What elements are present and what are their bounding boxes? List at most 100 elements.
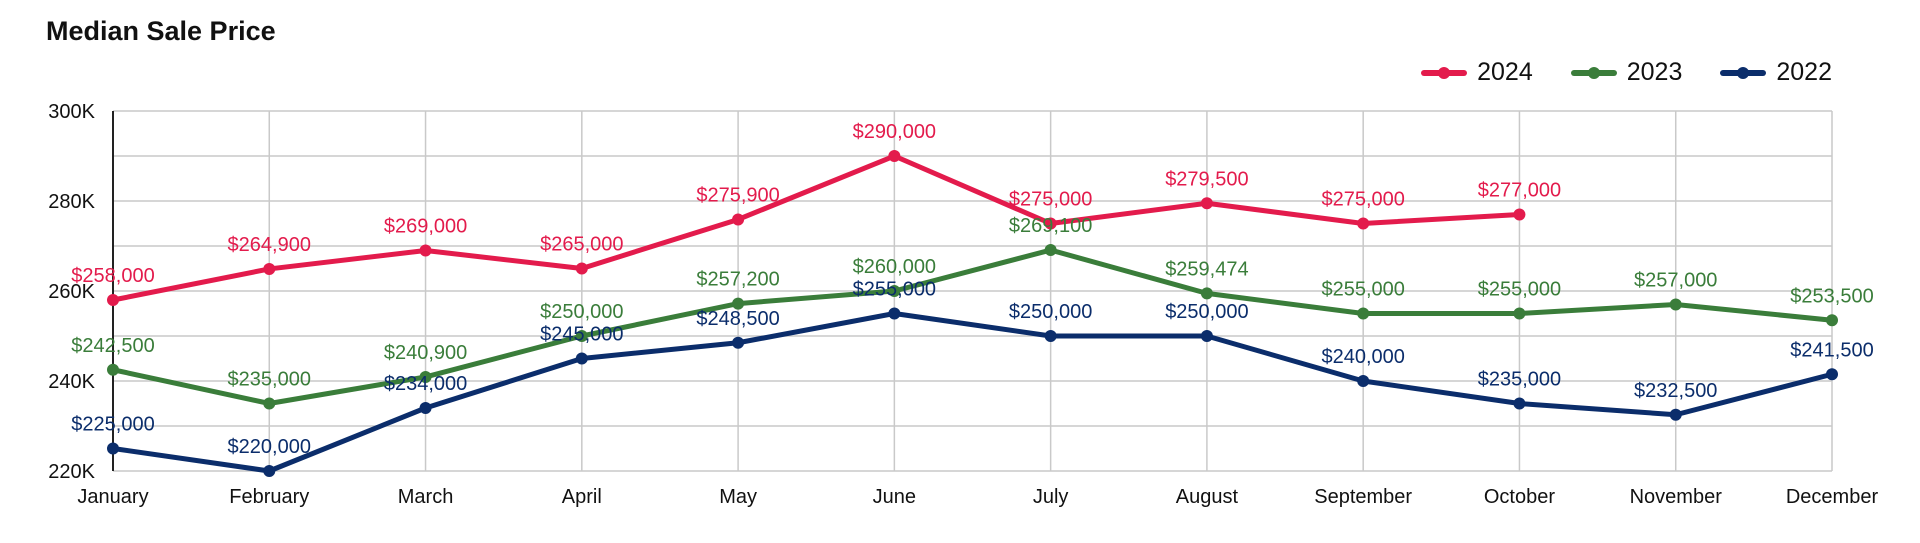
data-point-2023 [888, 285, 901, 297]
data-point-2023 [1357, 307, 1370, 320]
data-label-2023: $259,474 [1165, 258, 1248, 280]
x-tick-label: April [562, 486, 602, 508]
data-labels: $225,000 $220,000 $234,000 $245,000 $248,500… [71, 121, 1873, 458]
grid-lines [112, 110, 1833, 472]
data-label-2022: $232,500 [1634, 380, 1717, 402]
data-label-2024: $275,000 [1009, 189, 1092, 211]
data-point-2023 [1200, 287, 1213, 300]
data-label-2023: $240,900 [384, 342, 467, 364]
data-point-2024 [575, 262, 588, 275]
x-tick-label: July [1033, 486, 1069, 508]
data-label-2022: $248,500 [696, 308, 779, 330]
legend-item-2024: 2024 [1421, 58, 1533, 87]
series-line-2023 [110, 247, 1835, 406]
data-point-2022 [732, 336, 745, 349]
data-label-2024: $277,000 [1478, 180, 1561, 202]
data-label-2022: $235,000 [1478, 369, 1561, 391]
data-label-2023: $257,000 [1634, 270, 1717, 292]
legend-swatch-2024 [1421, 66, 1468, 79]
legend-swatch-2023 [1570, 66, 1617, 79]
data-point-2024 [888, 150, 901, 162]
axes: 300K 280K 260K 240K 220K January February March… [48, 101, 1878, 508]
data-label-2022: $245,000 [540, 324, 623, 346]
chart-title: Median Sale Price [46, 16, 276, 46]
data-point-2022 [1200, 330, 1213, 342]
x-tick-label: November [1630, 486, 1723, 508]
y-tick-label: 300K [48, 101, 95, 123]
data-point-2023 [1669, 298, 1682, 311]
data-label-2024: $265,000 [540, 234, 623, 256]
y-tick-label: 220K [48, 461, 95, 483]
data-point-2023 [419, 370, 432, 383]
x-tick-label: February [229, 486, 309, 508]
data-point-2024 [1044, 217, 1057, 230]
data-label-2023: $255,000 [1321, 279, 1404, 301]
x-tick-label: December [1786, 486, 1879, 508]
legend-swatch-2022 [1720, 66, 1767, 79]
data-label-2023: $260,000 [853, 256, 936, 278]
data-point-2024 [263, 262, 276, 275]
data-point-2022 [1669, 408, 1682, 421]
data-label-2023: $242,500 [71, 335, 154, 357]
data-point-2023 [575, 330, 588, 342]
x-tick-label: August [1176, 486, 1239, 508]
x-tick-label: September [1314, 486, 1412, 508]
data-label-2023: $255,000 [1478, 279, 1561, 301]
data-point-2022 [1513, 397, 1526, 410]
data-label-2024: $275,000 [1321, 189, 1404, 211]
data-point-2024 [1200, 197, 1213, 210]
data-point-2024 [732, 213, 745, 226]
data-label-2023: $253,500 [1790, 285, 1873, 307]
data-point-2022 [1357, 375, 1370, 387]
data-point-2022 [419, 402, 432, 414]
data-point-2023 [1826, 314, 1838, 327]
series-line-2024 [110, 153, 1522, 303]
data-point-2022 [107, 442, 119, 455]
series-line-2022 [110, 311, 1835, 474]
x-tick-label: May [719, 486, 757, 508]
x-tick-label: October [1484, 486, 1555, 508]
legend-label-2023: 2023 [1626, 58, 1683, 86]
legend-label-2022: 2022 [1776, 58, 1832, 86]
data-point-2022 [1044, 330, 1057, 342]
data-label-2023: $250,000 [540, 301, 623, 323]
x-tick-label: January [77, 486, 148, 508]
data-label-2023: $257,200 [696, 269, 779, 291]
data-point-2024 [1513, 208, 1526, 221]
data-label-2024: $275,900 [696, 184, 779, 206]
data-label-2024: $258,000 [71, 265, 154, 287]
data-label-2024: $269,000 [384, 216, 467, 238]
data-point-2022 [575, 352, 588, 365]
x-tick-label: March [398, 486, 454, 508]
data-point-2023 [1513, 307, 1526, 320]
legend-item-2023: 2023 [1570, 58, 1683, 87]
data-label-2024: $264,900 [228, 234, 311, 256]
y-tick-label: 260K [48, 281, 95, 303]
legend-label-2024: 2024 [1477, 58, 1533, 86]
data-point-2023 [263, 397, 276, 410]
data-point-2022 [263, 465, 276, 477]
x-tick-label: June [873, 486, 916, 508]
data-label-2024: $290,000 [853, 121, 936, 143]
data-label-2023: $269,100 [1009, 215, 1092, 237]
data-label-2022: $250,000 [1165, 301, 1248, 323]
data-label-2022: $220,000 [228, 436, 311, 458]
data-label-2022: $250,000 [1009, 301, 1092, 323]
data-point-2024 [419, 244, 432, 257]
data-point-2023 [107, 363, 119, 376]
legend-item-2022: 2022 [1720, 58, 1832, 87]
data-label-2022: $234,000 [384, 373, 467, 395]
data-point-2024 [107, 294, 119, 306]
series-layer [107, 150, 1838, 477]
data-label-2022: $241,500 [1790, 339, 1873, 361]
y-tick-label: 240K [48, 371, 95, 393]
data-point-2022 [888, 307, 901, 320]
data-point-2022 [1826, 368, 1838, 381]
data-label-2022: $255,000 [853, 279, 936, 301]
data-point-2023 [732, 297, 745, 310]
data-label-2024: $279,500 [1165, 168, 1248, 190]
data-label-2022: $240,000 [1321, 346, 1404, 368]
data-label-2022: $225,000 [71, 414, 154, 436]
data-point-2023 [1044, 244, 1057, 257]
